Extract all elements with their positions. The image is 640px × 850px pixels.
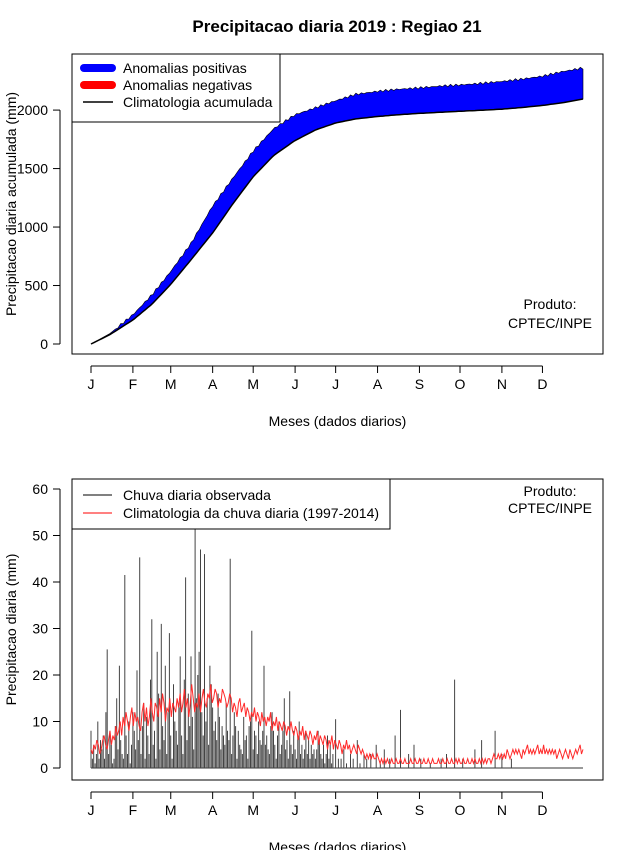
daily-x-tick-label: F [129,802,138,818]
daily-x-tick-label: J [292,802,299,818]
cumulative-y-tick-label: 1000 [17,219,48,235]
cumulative-y-tick-label: 1500 [17,161,48,177]
cumulative-plot-frame [71,53,604,355]
cumulative-x-tick-label: J [332,376,339,392]
cumulative-y-axis-title: Precipitacao diaria acumulada (mm) [3,92,19,316]
daily-chart: J F M A M J J A S O N D 0 10 20 30 40 50 60 Meses (dados di… [3,478,604,850]
daily-y-axis-title: Precipitacao diaria (mm) [3,554,19,706]
cumulative-y-tick-label: 500 [25,278,49,294]
cumulative-x-tick-label: J [292,376,299,392]
figure-title: Precipitacao diaria 2019 : Regiao 21 [192,17,481,36]
product-source: CPTEC/INPE [508,500,592,516]
daily-x-tick-label: M [165,802,177,818]
daily-y-tick-label: 30 [32,621,48,637]
climatology-daily-line [90,684,584,766]
cumulative-x-tick-label: M [247,376,259,392]
cumulative-y-tick-label: 2000 [17,102,48,118]
daily-legend: Chuva diaria observada Climatologia da ch… [71,478,391,530]
cumulative-x-tick-label: A [208,376,218,392]
product-label: Produto: [524,296,577,312]
daily-x-tick-label: N [497,802,507,818]
daily-x-tick-label: D [537,802,547,818]
legend-box [71,478,391,530]
cumulative-y-tick-label: 0 [40,336,48,352]
cumulative-x-tick-label: O [455,376,466,392]
cumulative-x-tick-label: D [537,376,547,392]
cumulative-x-tick-label: M [165,376,177,392]
daily-y-tick-label: 50 [32,528,48,544]
legend-label: Climatologia acumulada [123,94,273,110]
daily-x-tick-label: A [373,802,383,818]
product-label: Produto: [524,483,577,499]
daily-y-tick-label: 40 [32,574,48,590]
legend-label: Anomalias negativas [123,77,252,93]
daily-x-tick-label: A [208,802,218,818]
daily-y-tick-label: 10 [32,714,48,730]
product-source: CPTEC/INPE [508,315,592,331]
legend-label: Chuva diaria observada [123,487,271,503]
daily-x-axis-title: Meses (dados diarios) [269,839,407,850]
cumulative-x-tick-label: J [88,376,95,392]
legend-label: Climatologia da chuva diaria (1997-2014) [123,505,379,521]
climatology-cumulative-line [90,98,584,345]
daily-x-tick-label: M [247,802,259,818]
cumulative-x-tick-label: F [129,376,138,392]
cumulative-x-tick-label: N [497,376,507,392]
daily-x-tick-label: O [455,802,466,818]
cumulative-x-axis-title: Meses (dados diarios) [269,413,407,429]
daily-x-tick-label: J [332,802,339,818]
daily-x-tick-label: S [415,802,424,818]
legend-label: Anomalias positivas [123,60,247,76]
daily-x-tick-label: J [88,802,95,818]
daily-y-tick-label: 20 [32,667,48,683]
daily-y-tick-label: 60 [32,481,48,497]
cumulative-chart: J F M A M J J A S O N D 0 500 1000 1500 2000 Meses (dados… [3,53,604,429]
daily-y-tick-label: 0 [40,760,48,776]
cumulative-x-tick-label: S [415,376,424,392]
cumulative-x-tick-label: A [373,376,383,392]
